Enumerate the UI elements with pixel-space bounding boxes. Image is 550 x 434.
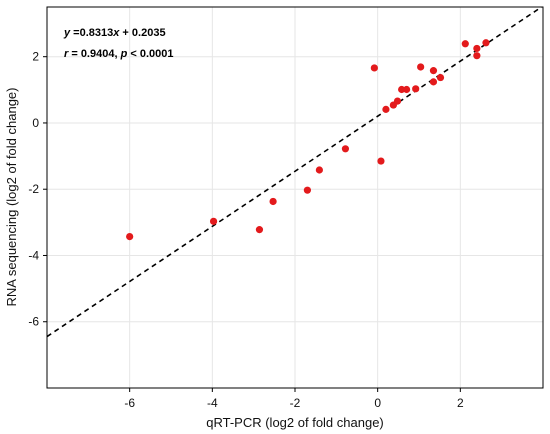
data-point xyxy=(403,85,411,94)
data-point xyxy=(255,226,264,234)
data-point xyxy=(393,97,402,105)
data-point xyxy=(303,186,311,194)
data-point xyxy=(377,157,385,165)
fit-line-group xyxy=(47,7,543,338)
data-point xyxy=(269,197,277,206)
data-point xyxy=(473,44,481,53)
grid-lines xyxy=(47,7,543,388)
regression-line xyxy=(47,7,543,338)
x-tick-label: -4 xyxy=(207,396,218,410)
data-point xyxy=(126,232,134,241)
y-axis-title: RNA sequencing (log2 of fold change) xyxy=(4,88,19,307)
data-point xyxy=(436,73,445,82)
x-tick-label: -2 xyxy=(290,396,301,410)
y-tick-label: 2 xyxy=(32,50,39,64)
data-point xyxy=(429,78,438,86)
axis-ticks: -6 -4 -2 0 2 -6 -4 -2 0 2 xyxy=(28,50,464,410)
stats-annotation: r = 0.9404, p < 0.0001 xyxy=(64,48,174,60)
data-point xyxy=(209,217,218,225)
y-tick-label: -2 xyxy=(28,182,39,196)
data-point xyxy=(417,63,425,71)
data-point xyxy=(341,145,350,153)
data-point xyxy=(382,105,390,113)
data-points xyxy=(126,39,490,241)
data-point xyxy=(315,166,323,174)
x-tick-label: -6 xyxy=(124,396,135,410)
x-tick-label: 2 xyxy=(457,396,464,410)
data-point xyxy=(398,85,406,94)
data-point xyxy=(370,64,378,72)
data-point xyxy=(473,52,481,60)
equation-annotation: y =0.8313x + 0.2035 xyxy=(63,27,166,39)
x-axis-title: qRT-PCR (log2 of fold change) xyxy=(206,415,384,430)
y-tick-label: -6 xyxy=(28,315,39,329)
data-point xyxy=(461,40,469,48)
data-point xyxy=(429,67,438,75)
y-tick-label: -4 xyxy=(28,248,39,262)
data-point xyxy=(412,85,420,93)
y-tick-label: 0 xyxy=(32,116,39,130)
x-tick-label: 0 xyxy=(374,396,381,410)
data-point xyxy=(482,39,490,47)
